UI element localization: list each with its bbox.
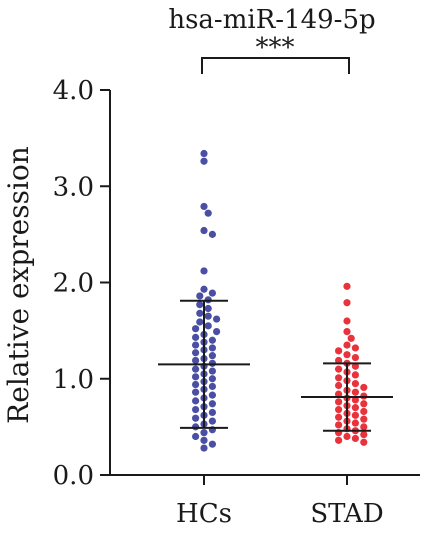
data-point — [360, 407, 368, 416]
data-point — [196, 292, 204, 300]
data-point — [351, 388, 359, 396]
data-point — [208, 344, 216, 352]
data-point — [192, 414, 200, 422]
data-point — [335, 356, 343, 365]
data-point — [208, 336, 216, 344]
data-point — [192, 365, 200, 373]
data-point — [200, 226, 208, 235]
data-point — [351, 379, 359, 388]
data-point — [200, 285, 208, 293]
data-point — [343, 341, 351, 349]
data-point — [351, 371, 359, 379]
data-point — [360, 438, 368, 446]
data-point — [335, 405, 343, 414]
data-point — [343, 299, 351, 307]
data-point — [335, 436, 343, 444]
y-tick-label: 0.0 — [53, 461, 94, 491]
data-point — [335, 347, 343, 355]
data-point — [208, 352, 216, 360]
data-point — [343, 317, 351, 325]
data-point — [208, 440, 216, 448]
data-point — [208, 400, 216, 408]
data-point — [200, 267, 208, 275]
data-point — [335, 374, 343, 382]
data-point — [196, 309, 204, 317]
data-point — [208, 408, 216, 417]
data-marks — [158, 149, 393, 452]
data-point — [208, 375, 216, 383]
data-point — [351, 434, 359, 443]
data-point — [208, 230, 216, 238]
data-point — [360, 383, 368, 392]
data-point — [192, 356, 200, 365]
data-point — [351, 344, 359, 352]
data-point — [351, 353, 359, 362]
x-tick-label: HCs — [176, 499, 232, 529]
data-point — [335, 398, 343, 406]
y-tick-label: 3.0 — [53, 172, 94, 202]
data-point — [213, 327, 221, 336]
significance-bracket — [201, 57, 350, 74]
data-point — [204, 322, 212, 330]
data-point — [192, 349, 200, 357]
y-tick-label: 1.0 — [53, 365, 94, 395]
data-point — [192, 333, 200, 341]
data-point — [204, 209, 212, 217]
data-point — [192, 388, 200, 396]
data-point — [200, 149, 208, 158]
data-point — [351, 411, 359, 419]
data-point — [351, 396, 359, 404]
significance-label: *** — [256, 33, 295, 63]
data-point — [192, 405, 200, 414]
x-tick-label: STAD — [310, 499, 383, 529]
data-point — [335, 381, 343, 390]
data-point — [335, 421, 343, 429]
data-point — [200, 436, 208, 444]
data-point — [208, 417, 216, 425]
data-point — [196, 301, 204, 309]
data-point — [200, 444, 208, 452]
data-point — [360, 415, 368, 423]
data-point — [208, 391, 216, 399]
y-tick-label: 2.0 — [53, 269, 94, 299]
data-point — [200, 157, 208, 165]
data-point — [192, 397, 200, 405]
data-point — [204, 312, 212, 320]
data-point — [335, 365, 343, 373]
data-point — [343, 282, 351, 290]
data-point — [192, 432, 200, 441]
data-point — [360, 400, 368, 408]
data-point — [196, 318, 204, 326]
data-point — [347, 334, 355, 342]
data-point — [204, 304, 212, 313]
data-point — [360, 430, 368, 439]
y-axis-label: Relative expression — [2, 146, 35, 424]
data-point — [200, 429, 208, 437]
data-point — [351, 404, 359, 412]
data-point — [343, 351, 351, 359]
data-point — [192, 373, 200, 381]
data-point — [360, 423, 368, 431]
chart-title: hsa-miR-149-5p — [168, 5, 375, 35]
data-point — [200, 202, 208, 211]
data-point — [192, 380, 200, 389]
axes: 0.0 1.0 2.0 3.0 4.0 HCs STAD — [53, 76, 420, 529]
data-point — [192, 341, 200, 349]
data-point — [192, 325, 200, 333]
data-point — [335, 390, 343, 398]
data-point — [351, 419, 359, 427]
data-point — [213, 315, 221, 323]
data-point — [208, 367, 216, 375]
data-point — [343, 432, 351, 441]
data-point — [208, 289, 216, 297]
data-point — [335, 413, 343, 421]
y-tick-label: 4.0 — [53, 76, 94, 106]
data-point — [343, 327, 351, 336]
data-point — [351, 362, 359, 370]
data-point — [208, 382, 216, 391]
